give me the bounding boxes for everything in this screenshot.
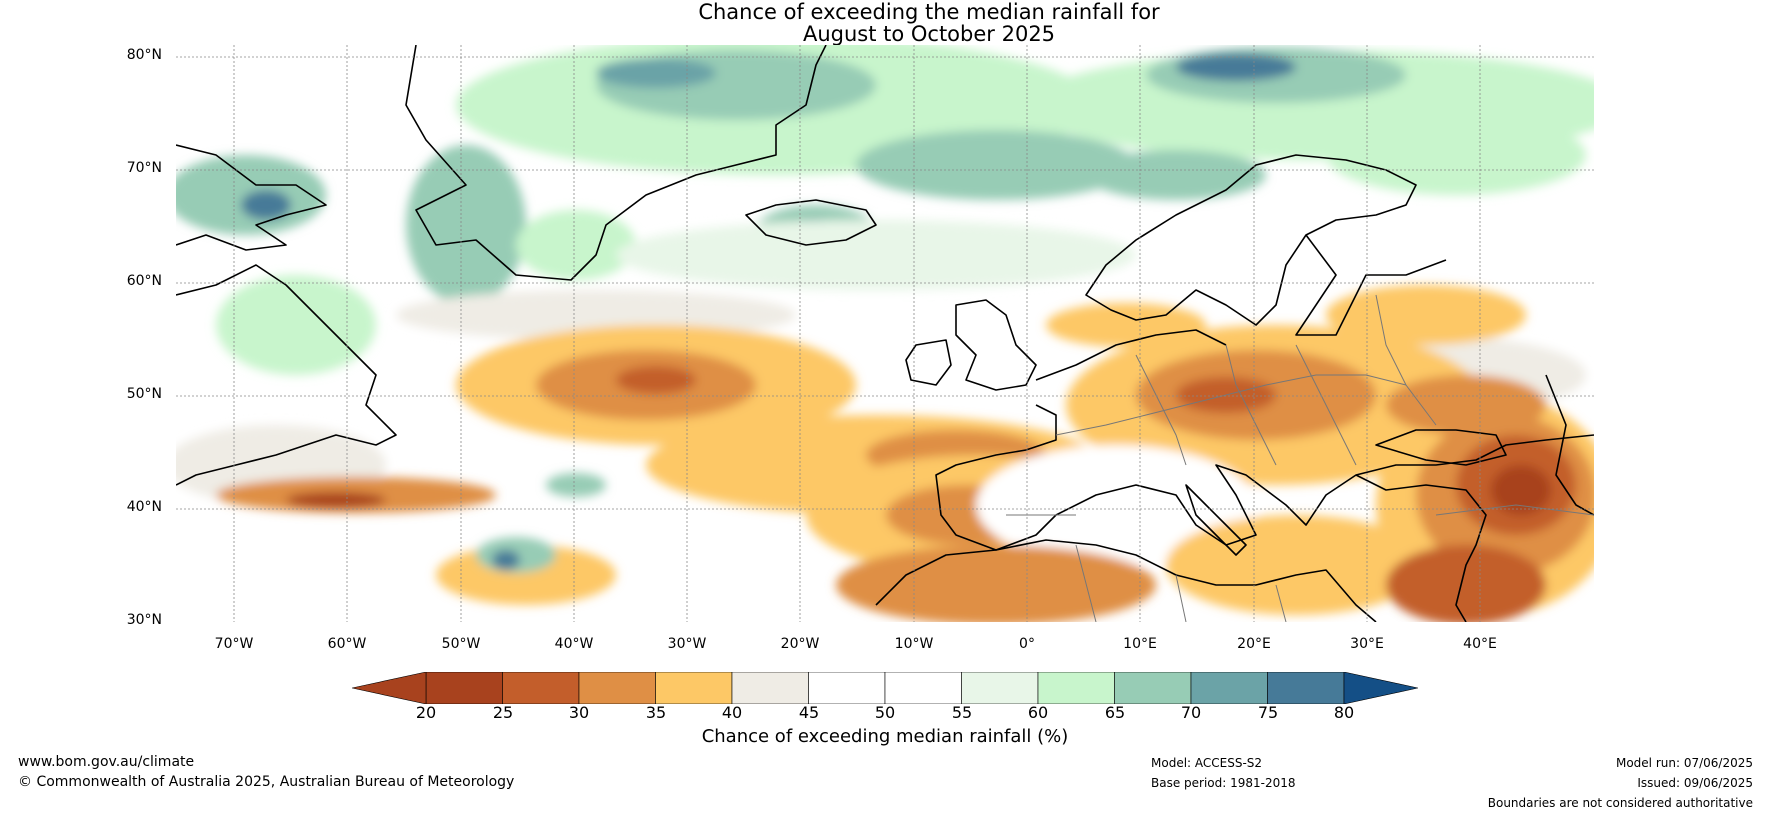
lon-tick-label: 60°W bbox=[327, 636, 367, 652]
colorbar-tick-label: 75 bbox=[1257, 703, 1279, 722]
colorbar-segment bbox=[1037, 672, 1115, 704]
base-period-text: Base period: 1981-2018 bbox=[1151, 776, 1296, 790]
colorbar-segment bbox=[425, 672, 503, 704]
colorbar-tick-label: 65 bbox=[1104, 703, 1126, 722]
lat-tick-label: 50°N bbox=[126, 386, 162, 402]
map-title-line2: August to October 2025 bbox=[802, 22, 1056, 46]
map-title-line1: Chance of exceeding the median rainfall … bbox=[698, 0, 1160, 24]
lon-tick-label: 70°W bbox=[214, 636, 254, 652]
colorbar-tick-label: 40 bbox=[721, 703, 743, 722]
country-borders bbox=[1006, 294, 1594, 622]
lon-tick-label: 30°E bbox=[1350, 636, 1384, 652]
colorbar-segment bbox=[655, 672, 733, 704]
lon-tick-label: 20°W bbox=[780, 636, 820, 652]
copyright-text: © Commonwealth of Australia 2025, Austra… bbox=[18, 774, 515, 790]
lat-tick-label: 70°N bbox=[126, 160, 162, 176]
colorbar-label: Chance of exceeding median rainfall (%) bbox=[701, 726, 1069, 747]
colorbar-tick-label: 80 bbox=[1333, 703, 1355, 722]
colorbar-segment bbox=[578, 672, 656, 704]
issued-text: Issued: 09/06/2025 bbox=[1637, 776, 1753, 790]
colorbar-segment bbox=[961, 672, 1039, 704]
colorbar-tick-label: 45 bbox=[798, 703, 820, 722]
lon-tick-label: 0° bbox=[1019, 636, 1035, 652]
lon-tick-label: 30°W bbox=[667, 636, 707, 652]
colorbar-tick-label: 25 bbox=[492, 703, 514, 722]
colorbar bbox=[352, 672, 1418, 704]
graticule bbox=[176, 45, 1594, 622]
probability-field bbox=[176, 45, 1594, 622]
lon-tick-label: 40°W bbox=[554, 636, 594, 652]
lon-tick-label: 10°W bbox=[894, 636, 934, 652]
colorbar-tick-label: 55 bbox=[951, 703, 973, 722]
colorbar-segment bbox=[808, 672, 886, 704]
rainfall-map bbox=[176, 45, 1594, 622]
lon-tick-label: 10°E bbox=[1123, 636, 1157, 652]
model-text: Model: ACCESS-S2 bbox=[1151, 756, 1263, 770]
website-text: www.bom.gov.au/climate bbox=[18, 754, 195, 770]
lat-tick-label: 60°N bbox=[126, 273, 162, 289]
lat-tick-label: 80°N bbox=[126, 47, 162, 63]
coastlines bbox=[176, 45, 1594, 622]
lat-tick-label: 30°N bbox=[126, 612, 162, 628]
colorbar-segment bbox=[1190, 672, 1268, 704]
colorbar-segment bbox=[1267, 672, 1345, 704]
model-run-text: Model run: 07/06/2025 bbox=[1615, 756, 1753, 770]
colorbar-segment bbox=[1114, 672, 1192, 704]
lon-tick-label: 20°E bbox=[1237, 636, 1271, 652]
colorbar-segment bbox=[884, 672, 962, 704]
disclaimer-text: Boundaries are not considered authoritat… bbox=[1487, 796, 1753, 810]
colorbar-segment bbox=[731, 672, 809, 704]
colorbar-tick-label: 50 bbox=[874, 703, 896, 722]
colorbar-under-arrow bbox=[352, 672, 427, 704]
lat-tick-label: 40°N bbox=[126, 499, 162, 515]
colorbar-tick-label: 30 bbox=[568, 703, 590, 722]
colorbar-tick-label: 60 bbox=[1027, 703, 1049, 722]
colorbar-over-arrow bbox=[1343, 672, 1418, 704]
colorbar-tick-label: 35 bbox=[645, 703, 667, 722]
colorbar-tick-label: 20 bbox=[415, 703, 437, 722]
lon-tick-label: 50°W bbox=[441, 636, 481, 652]
colorbar-segment bbox=[502, 672, 580, 704]
colorbar-tick-label: 70 bbox=[1180, 703, 1202, 722]
lon-tick-label: 40°E bbox=[1463, 636, 1497, 652]
